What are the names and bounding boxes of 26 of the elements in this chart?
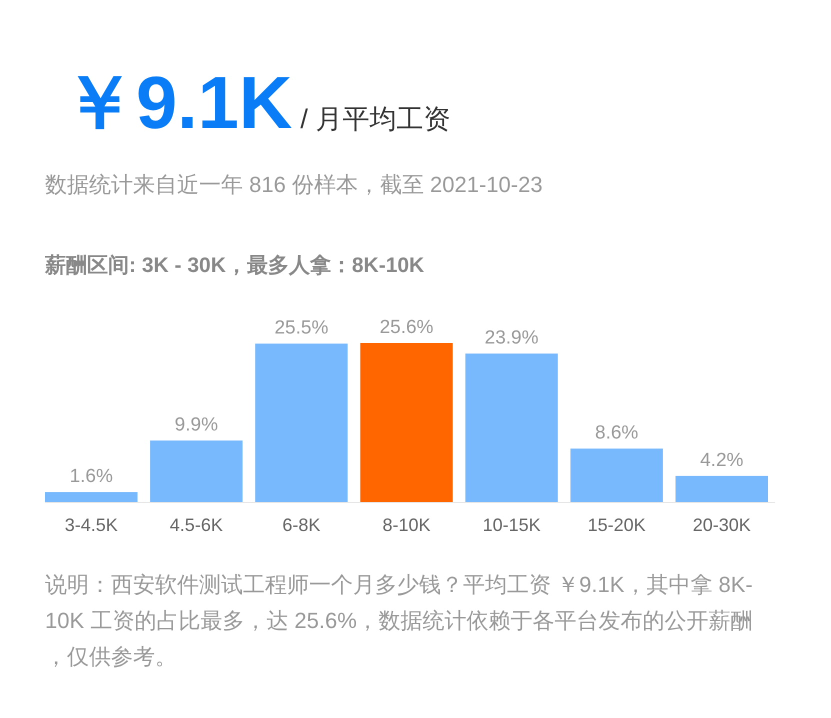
bar	[570, 448, 663, 502]
data-label: 9.9%	[174, 414, 218, 436]
x-tick-label: 4.5-6K	[170, 515, 223, 535]
bar	[150, 440, 243, 502]
text: 说明：西安软件测试工程师一个月多少钱？平均工资 ￥9.1K，其中拿 8K-10K 工资的占比最多，达 25.6%，数据统计依赖于各平台发布的公开薪酬，仅供参考。	[45, 572, 753, 669]
data-label: 25.6%	[380, 317, 434, 338]
x-tick-label: 8-10K	[382, 515, 431, 535]
data-label: 4.2%	[700, 450, 744, 471]
x-tick-label: 10-15K	[482, 515, 541, 535]
x-tick-label: 15-20K	[588, 515, 646, 535]
data-label: 1.6%	[70, 466, 113, 488]
x-tick-label: 3-4.5K	[64, 515, 118, 535]
bar	[255, 344, 348, 502]
chart-subtitle: / 月平均工资	[300, 104, 450, 134]
text: 薪酬区间: 3K - 30K，最多人拿：8K-10K	[44, 254, 424, 277]
text: 数据统计来自近一年 816 份样本，截至 2021-10-23	[45, 172, 543, 197]
bar	[360, 343, 453, 502]
x-tick-label: 6-8K	[282, 515, 320, 535]
data-label: 23.9%	[484, 328, 539, 349]
chart-title: ￥9.1K	[62, 61, 292, 144]
x-tick-label: 20-30K	[692, 515, 751, 535]
data-label: 8.6%	[595, 422, 638, 444]
bar	[465, 354, 558, 502]
bar	[45, 492, 138, 502]
data-label: 25.5%	[274, 318, 328, 339]
bar	[676, 476, 768, 502]
